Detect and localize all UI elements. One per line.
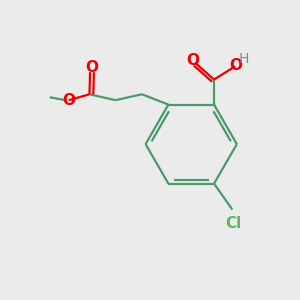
Text: O: O [229, 58, 242, 73]
Text: O: O [85, 60, 98, 75]
Text: O: O [186, 53, 199, 68]
Text: Cl: Cl [226, 216, 242, 231]
Text: O: O [62, 93, 75, 108]
Text: H: H [239, 52, 249, 66]
